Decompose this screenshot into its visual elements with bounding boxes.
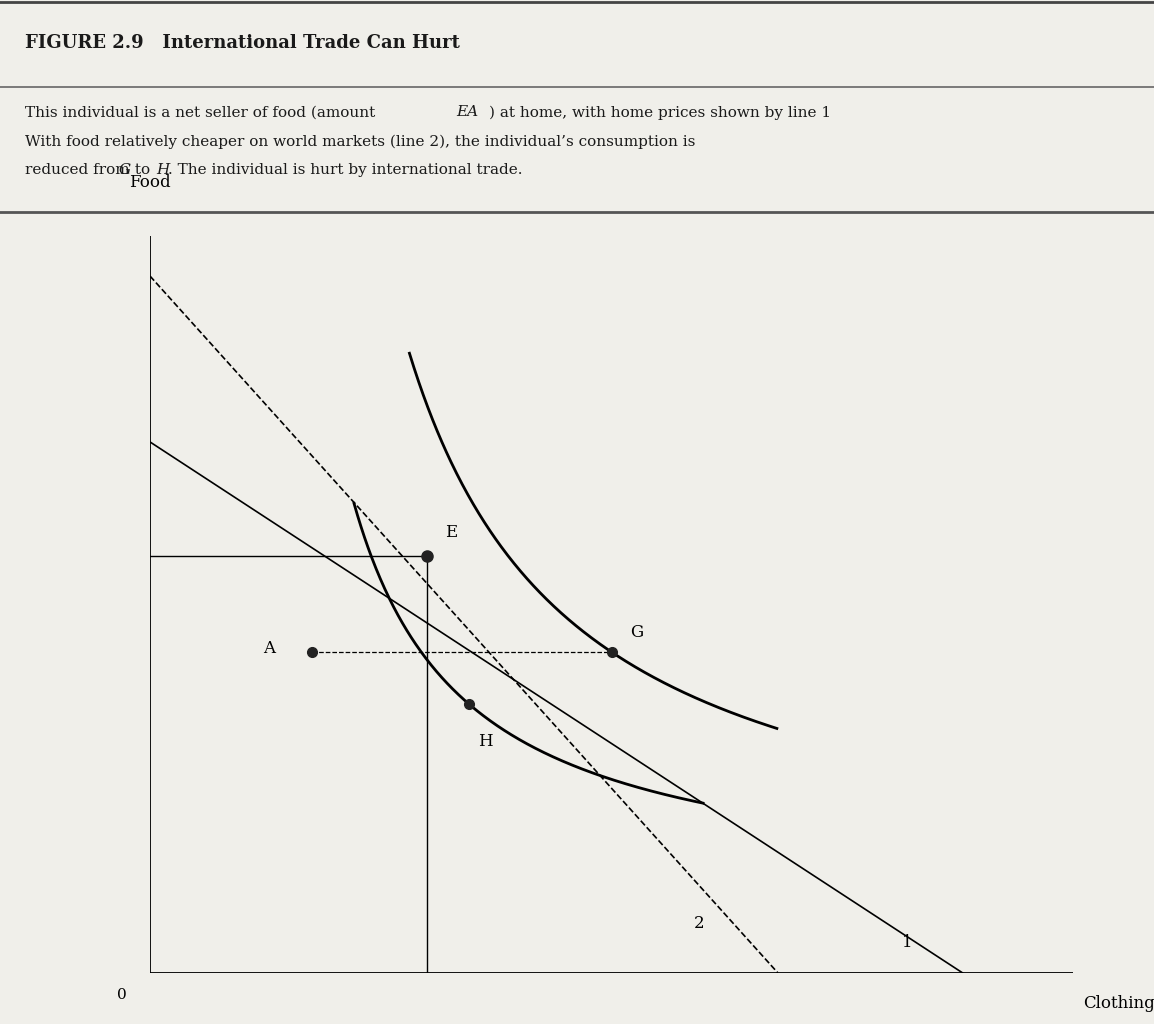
Text: EA: EA <box>456 105 478 120</box>
Text: G: G <box>630 624 643 641</box>
Text: . The individual is hurt by international trade.: . The individual is hurt by internationa… <box>168 163 523 177</box>
Text: H: H <box>478 733 493 751</box>
Text: ) at home, with home prices shown by line 1: ) at home, with home prices shown by lin… <box>489 105 831 120</box>
Text: FIGURE 2.9   International Trade Can Hurt: FIGURE 2.9 International Trade Can Hurt <box>25 34 460 52</box>
Text: This individual is a net seller of food (amount: This individual is a net seller of food … <box>25 105 381 120</box>
Text: A: A <box>263 640 275 657</box>
Text: to: to <box>130 163 156 177</box>
Text: Food: Food <box>129 174 171 191</box>
Text: reduced from: reduced from <box>25 163 135 177</box>
Text: E: E <box>445 524 458 542</box>
Text: Clothing: Clothing <box>1084 995 1154 1012</box>
Text: 0: 0 <box>118 988 127 1001</box>
Text: G: G <box>119 163 132 177</box>
Text: With food relatively cheaper on world markets (line 2), the individual’s consump: With food relatively cheaper on world ma… <box>25 134 696 148</box>
Text: H: H <box>156 163 168 177</box>
Text: 2: 2 <box>694 915 705 932</box>
Text: 1: 1 <box>901 934 913 950</box>
